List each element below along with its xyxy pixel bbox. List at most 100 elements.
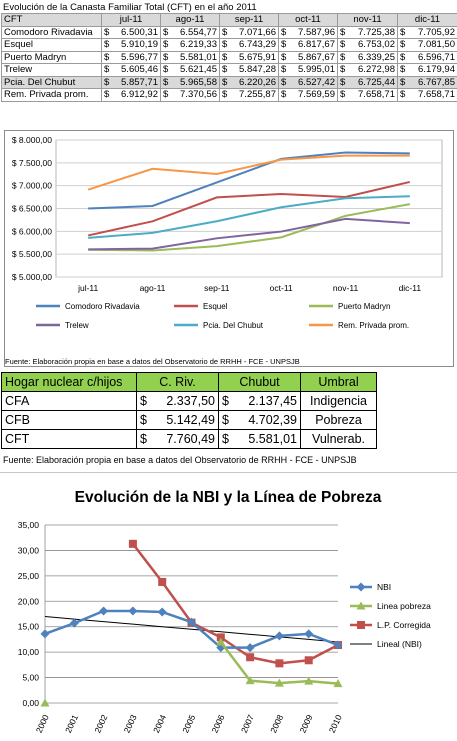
cft-table: CFT jul-11 ago-11 sep-11 oct-11 nov-11 d… (1, 13, 457, 102)
data-point (158, 577, 167, 586)
cft-month-header: nov-11 (337, 13, 398, 27)
cft-cell: $7.255,87 (219, 88, 279, 102)
cft-cell: $6.743,29 (219, 38, 279, 52)
cft-cell-value: 5.847,28 (239, 64, 276, 76)
cft-row-label: Trelew (1, 63, 102, 77)
x-tick-label: sep-11 (204, 283, 230, 293)
cft-row-label: Comodoro Rivadavia (1, 25, 102, 39)
data-point (274, 631, 284, 641)
data-point (245, 676, 255, 685)
data-point (246, 653, 255, 662)
y-tick-label: $ 6.000,00 (12, 226, 52, 236)
cft-cell: $7.658,71 (337, 88, 398, 102)
cft-source-note: Fuente: Elaboración propia en base a dat… (5, 357, 300, 366)
data-point (69, 618, 79, 628)
cft-cell-value: 5.581,01 (180, 51, 217, 63)
currency-symbol: $ (281, 26, 287, 38)
cft-cell: $6.272,98 (337, 63, 398, 77)
currency-symbol: $ (400, 76, 406, 88)
currency-symbol: $ (340, 39, 346, 51)
data-point (356, 601, 366, 610)
hogar-header-riv: C. Riv. (136, 372, 219, 392)
cft-cell: $5.965,58 (160, 75, 220, 89)
cft-cell: $6.912,92 (101, 88, 161, 102)
cft-cell-value: 5.995,01 (298, 64, 335, 76)
data-point (333, 679, 343, 688)
data-point (40, 629, 50, 639)
cft-cell: $7.658,71 (397, 88, 457, 102)
cft-header-row: CFT jul-11 ago-11 sep-11 oct-11 nov-11 d… (1, 13, 457, 27)
hogar-cell-umbral: Vulnerab. (300, 429, 377, 449)
cft-cell: $7.587,96 (278, 25, 338, 39)
hogar-cell-chubut: $5.581,01 (218, 429, 301, 449)
legend-label: Lineal (NBI) (377, 639, 422, 649)
data-point (128, 539, 137, 548)
cft-cell: $5.605,46 (101, 63, 161, 77)
hogar-cell-umbral: Indigencia (300, 391, 377, 411)
currency-symbol: $ (104, 26, 110, 38)
cft-cell-value: 7.071,66 (239, 26, 276, 38)
cft-cell-value: 6.912,92 (121, 89, 158, 101)
series-line (88, 151, 410, 210)
cft-cell-value: 7.370,56 (180, 89, 217, 101)
cft-cell: $5.847,28 (219, 63, 279, 77)
cft-header-label: CFT (1, 13, 102, 27)
data-point (216, 633, 225, 642)
y-tick-label: $ 6.500,00 (12, 204, 52, 214)
hogar-table-row: CFA $2.337,50 $2.137,45 Indigencia (1, 391, 377, 411)
currency-symbol: $ (400, 89, 406, 101)
currency-symbol: $ (222, 413, 229, 427)
series-group (40, 606, 343, 653)
cft-cell-value: 6.743,29 (239, 39, 276, 51)
currency-symbol: $ (400, 51, 406, 63)
cft-month-header: jul-11 (101, 13, 161, 27)
cft-table-row: Pcia. Del Chubut $5.857,71 $5.965,58 $6.220… (1, 75, 457, 89)
cft-table-row: Esquel $5.910,19 $6.219,33 $6.743,29 $6.817,… (1, 38, 457, 52)
x-tick-label: 2003 (122, 713, 139, 735)
y-tick-label: 15,00 (18, 622, 40, 632)
y-tick-label: 25,00 (18, 571, 40, 581)
currency-symbol: $ (281, 51, 287, 63)
hogar-cell-chubut: $4.702,39 (218, 410, 301, 430)
legend-label: Comodoro Rivadavia (65, 302, 140, 311)
cft-month-header: sep-11 (219, 13, 279, 27)
data-point (99, 606, 109, 616)
cft-cell: $6.219,33 (160, 38, 220, 52)
data-point (333, 640, 343, 650)
cft-cell-value: 6.272,98 (358, 64, 395, 76)
cft-cell-value: 7.587,96 (298, 26, 335, 38)
cft-cell: $6.220,26 (219, 75, 279, 89)
currency-symbol: $ (104, 89, 110, 101)
y-tick-label: $ 8.000,00 (12, 135, 52, 145)
cft-cell-value: 6.767,85 (418, 76, 455, 88)
currency-symbol: $ (281, 39, 287, 51)
cft-cell-value: 5.965,58 (180, 76, 217, 88)
hogar-row-label: CFB (1, 410, 137, 430)
data-point (187, 617, 196, 627)
cft-cell-value: 6.527,42 (298, 76, 335, 88)
x-tick-label: dic-11 (399, 283, 422, 293)
cft-table-body: Comodoro Rivadavia $6.500,31 $6.554,77 $7.0… (1, 25, 457, 102)
cft-cell: $5.675,91 (219, 50, 279, 64)
cft-cell: $6.179,94 (397, 63, 457, 77)
cft-month-header: ago-11 (160, 13, 220, 27)
cft-cell-value: 6.753,02 (358, 39, 395, 51)
cft-cell-value: 7.569,59 (298, 89, 335, 101)
y-tick-label: 35,00 (18, 520, 40, 530)
hogar-cell-value: 2.137,45 (248, 394, 297, 408)
cft-cell: $7.081,50 (397, 38, 457, 52)
currency-symbol: $ (222, 89, 228, 101)
currency-symbol: $ (104, 76, 110, 88)
currency-symbol: $ (163, 39, 169, 51)
x-tick-label: nov-11 (333, 283, 359, 293)
currency-symbol: $ (222, 51, 228, 63)
currency-symbol: $ (281, 64, 287, 76)
y-tick-label: 5,00 (22, 673, 39, 683)
cft-cell-value: 6.596,71 (418, 51, 455, 63)
cft-cell: $6.817,67 (278, 38, 338, 52)
cft-cell: $7.071,66 (219, 25, 279, 39)
cft-cell: $5.910,19 (101, 38, 161, 52)
currency-symbol: $ (140, 432, 147, 446)
x-tick-label: 2006 (210, 713, 227, 735)
cft-table-row: Rem. Privada prom. $6.912,92 $7.370,56 $7.2… (1, 88, 457, 102)
